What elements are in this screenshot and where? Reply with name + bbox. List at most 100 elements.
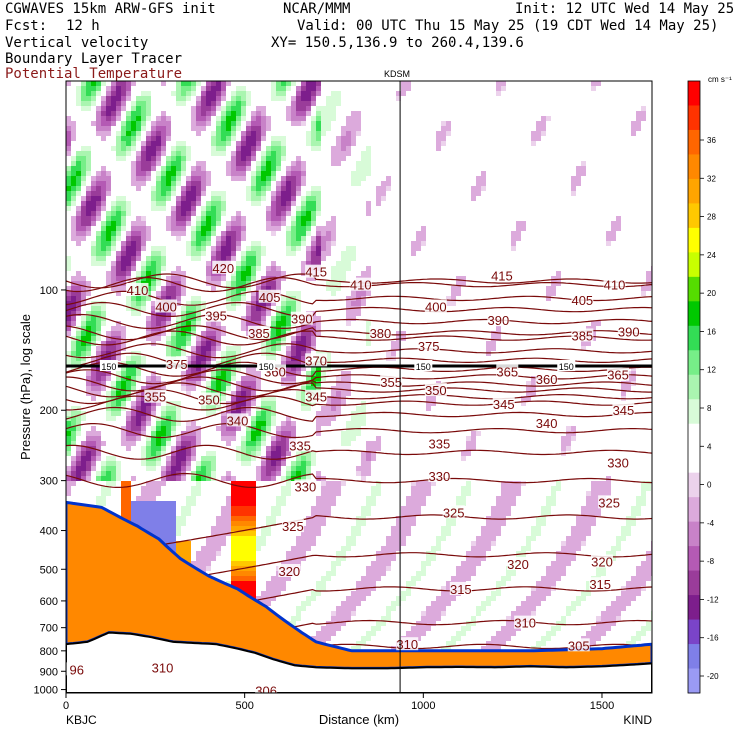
- colorbar-swatch: [688, 619, 700, 645]
- theta-label: 410: [350, 278, 372, 293]
- colorbar-swatch: [688, 472, 700, 498]
- theta-label: 365: [607, 368, 629, 383]
- x-tick-label: 1500: [590, 700, 614, 712]
- colorbar-swatch: [688, 423, 700, 449]
- theta-label: 96: [69, 662, 83, 677]
- theta-label: 400: [425, 299, 447, 314]
- colorbar-swatch: [688, 546, 700, 572]
- x-right-station: KIND: [623, 713, 652, 727]
- tropopause-label: 150: [559, 362, 574, 372]
- theta-contour-330: [66, 472, 652, 488]
- colorbar-swatch: [688, 325, 700, 351]
- theta-label: 305: [568, 638, 590, 653]
- field-vertical-velocity: Vertical velocity: [5, 35, 149, 51]
- theta-label: 415: [491, 268, 513, 283]
- fcst-value: 12 h: [66, 18, 100, 34]
- field-potential-temperature: Potential Temperature: [5, 66, 183, 82]
- theta-label: 330: [607, 455, 629, 470]
- y-tick-label: 1000: [34, 685, 58, 697]
- colorbar-swatch: [688, 81, 700, 106]
- theta-contour-400: [66, 313, 652, 330]
- colorbar-label: 0: [707, 481, 712, 490]
- colorbar-label: 24: [707, 251, 716, 260]
- colorbar-label: -8: [707, 557, 715, 566]
- colorbar-label: 4: [707, 442, 712, 451]
- theta-label: 405: [571, 293, 593, 308]
- axes: 0 500 1000 1500 100 200 300 400 500 600 700 800 900 1…: [34, 285, 615, 712]
- colorbar-swatch: [688, 497, 700, 523]
- colorbar-label: 16: [707, 327, 716, 336]
- theta-label: 385: [571, 328, 593, 343]
- colorbar-swatch: [688, 350, 700, 376]
- theta-label: 315: [589, 577, 611, 592]
- theta-label: 320: [278, 564, 300, 579]
- theta-label: 375: [418, 339, 440, 354]
- y-tick-label: 100: [40, 285, 58, 297]
- theta-label: 345: [305, 390, 327, 405]
- theta-label: 306: [255, 683, 277, 698]
- theta-contour-375: [66, 361, 652, 377]
- x-tick-label: 0: [63, 700, 69, 712]
- init-time: Init: 12 UTC Wed 14 May 25: [515, 1, 735, 17]
- colorbar-unit: cm s⁻¹: [708, 75, 732, 84]
- theta-contour-345: [66, 406, 652, 422]
- colorbar-swatch: [688, 203, 700, 229]
- theta-label: 310: [152, 660, 174, 675]
- theta-contour-335: [66, 444, 652, 460]
- theta-label: 355: [380, 375, 402, 390]
- colorbar-swatch: [688, 668, 700, 694]
- theta-label: 310: [396, 637, 418, 652]
- colorbar-swatch: [688, 570, 700, 596]
- valid-time: Valid: 00 UTC Thu 15 May 25 (19 CDT Wed …: [297, 18, 719, 34]
- colorbar: 36 32 28 24 20 16 12 8 4 0 -4 -8 -12 -16 -20: [687, 80, 719, 694]
- plot-frame: [65, 80, 653, 694]
- theta-label: 320: [591, 554, 613, 569]
- y-tick-label: 400: [40, 526, 58, 538]
- theta-contour-390: [66, 330, 652, 346]
- theta-label: 355: [144, 390, 166, 405]
- colorbar-swatch: [688, 154, 700, 180]
- theta-label: 395: [205, 309, 227, 324]
- theta-label: 310: [514, 616, 536, 631]
- theta-labels: 420 415 415 410 410 410 405 405 400 400 395 390 390 3…: [66, 260, 640, 698]
- theta-label: 360: [536, 372, 558, 387]
- theta-label: 410: [127, 283, 149, 298]
- x-left-station: KBJC: [66, 713, 97, 727]
- y-tick-label: 300: [40, 476, 58, 488]
- theta-label: 340: [536, 416, 558, 431]
- colorbar-label: 32: [707, 174, 716, 183]
- colorbar-label: -12: [707, 595, 719, 604]
- theta-label: 370: [305, 353, 327, 368]
- colorbar-label: 20: [707, 289, 716, 298]
- theta-label: 390: [618, 324, 640, 339]
- marker-label-kdsm: KDSM: [384, 69, 410, 79]
- theta-label: 335: [429, 436, 451, 451]
- theta-label: 345: [613, 403, 635, 418]
- colorbar-swatch: [688, 276, 700, 302]
- colorbar-swatch: [688, 374, 700, 400]
- theta-label: 330: [295, 479, 317, 494]
- theta-label: 335: [289, 438, 311, 453]
- y-tick-label: 700: [40, 623, 58, 635]
- theta-label: 330: [429, 469, 451, 484]
- y-tick-label: 800: [40, 646, 58, 658]
- theta-label: 350: [425, 383, 447, 398]
- theta-contour-340: [66, 423, 652, 439]
- colorbar-label: -4: [707, 519, 715, 528]
- theta-label: 415: [305, 265, 327, 280]
- y-tick-label: 600: [40, 596, 58, 608]
- theta-label: 345: [493, 397, 515, 412]
- y-axis-title: Pressure (hPa), log scale: [18, 314, 33, 460]
- theta-label: 325: [282, 519, 304, 534]
- theta-contour-385: [66, 343, 652, 359]
- model-title: CGWAVES 15km ARW-GFS init: [5, 1, 216, 17]
- fcst-label: Fcst:: [5, 18, 48, 34]
- colorbar-label: 28: [707, 213, 716, 222]
- tropopause-label: 150: [101, 362, 116, 372]
- colorbar-swatch: [688, 448, 700, 474]
- theta-label: 365: [496, 365, 518, 380]
- x-axis-title: Distance (km): [319, 712, 399, 727]
- theta-contour-405: [66, 301, 652, 317]
- colorbar-swatch: [688, 129, 700, 155]
